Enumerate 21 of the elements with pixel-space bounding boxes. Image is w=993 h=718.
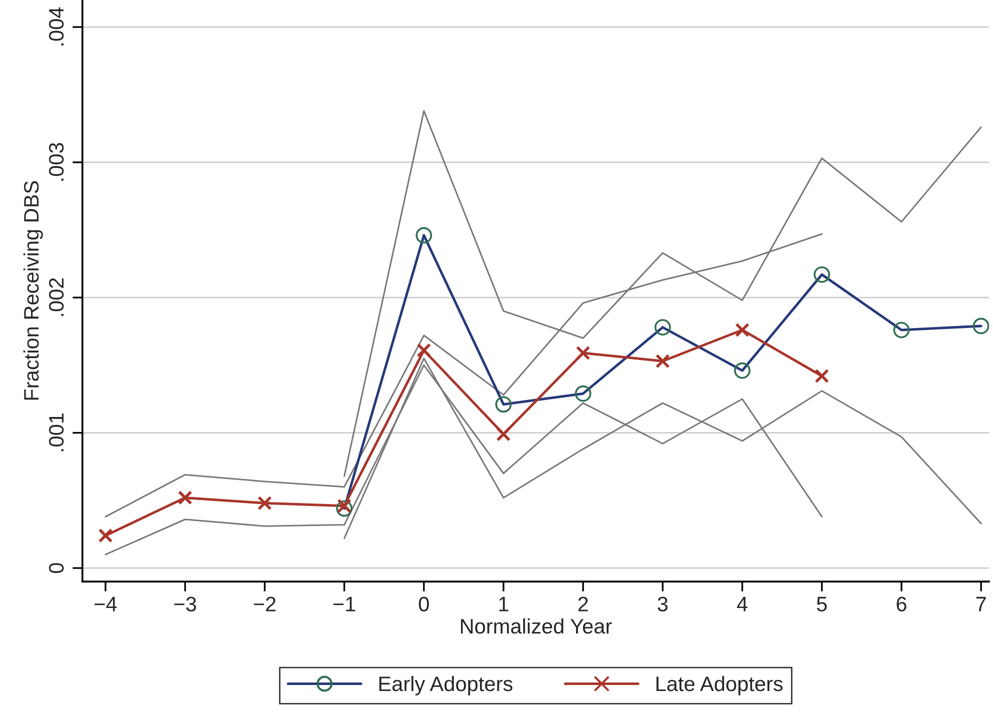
y-tick-label: .002 — [48, 278, 64, 316]
y-axis-title: Fraction Receiving DBS — [23, 181, 43, 400]
x-tick-label: 3 — [658, 596, 668, 612]
legend-label: Late Adopters — [656, 676, 783, 696]
x-tick-label: 5 — [816, 596, 827, 612]
x-tick-label: −3 — [174, 596, 196, 612]
y-tick-label: .003 — [48, 142, 64, 181]
x-tick-label: 1 — [499, 596, 508, 612]
y-tick-label: .004 — [48, 7, 64, 46]
x-tick-label: −1 — [333, 596, 356, 612]
x-tick-label: 4 — [736, 596, 748, 612]
y-tick-label: .001 — [48, 414, 64, 452]
x-tick-label: 2 — [578, 596, 588, 612]
x-tick-label: −2 — [254, 596, 276, 612]
legend-label: Early Adopters — [379, 676, 512, 696]
x-tick-label: 7 — [976, 596, 986, 612]
y-tick-label: 0 — [48, 563, 64, 574]
x-tick-label: 6 — [896, 596, 906, 612]
x-axis-title: Normalized Year — [460, 618, 612, 634]
x-tick-label: −4 — [94, 596, 117, 612]
x-tick-label: 0 — [418, 596, 429, 612]
